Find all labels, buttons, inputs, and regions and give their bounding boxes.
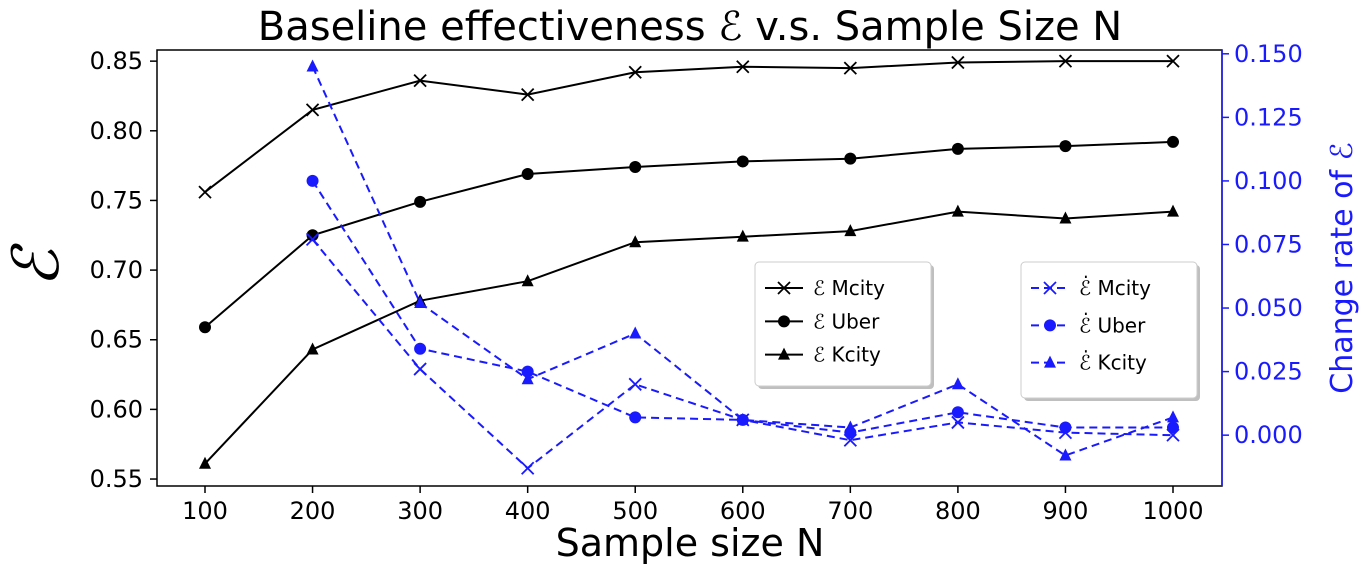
data-point-triangle-marker	[629, 235, 642, 248]
data-point-triangle-marker	[844, 224, 857, 237]
data-point-triangle-marker	[521, 372, 534, 385]
y-axis-title-right: Change rate of ℰ	[1325, 142, 1360, 393]
y-right-tick-label: 0.150	[1234, 40, 1303, 68]
x-tick-label: 400	[505, 497, 551, 525]
data-point-circle-marker	[521, 167, 534, 180]
y-right-tick-label: 0.125	[1234, 103, 1303, 131]
data-point-x-marker	[1058, 54, 1073, 68]
data-point-circle-marker	[1167, 421, 1179, 434]
legend-label: ℰ Kcity	[813, 343, 881, 367]
data-point-circle-marker	[951, 406, 964, 419]
legend-label: ℰ Mcity	[813, 276, 885, 300]
data-point-triangle-marker	[1167, 410, 1179, 423]
legend-left-axis: ℰ Mcity ℰ Uber ℰ Kcity	[754, 261, 934, 389]
data-point-circle-marker	[306, 174, 319, 187]
series-line	[311, 66, 1174, 457]
x-tick-label: 200	[290, 497, 336, 525]
data-point-circle-marker	[629, 411, 642, 424]
data-point-triangle-marker	[844, 420, 857, 433]
data-point-triangle-marker	[736, 229, 749, 242]
data-point-triangle-marker	[521, 274, 534, 287]
y-right-tick-label: 0.000	[1234, 421, 1303, 449]
data-point-x-marker	[628, 65, 642, 79]
data-point-circle-marker	[778, 315, 790, 328]
x-tick-label: 700	[827, 497, 873, 525]
data-point-circle-marker	[1167, 135, 1179, 148]
data-point-x-marker	[198, 185, 212, 199]
data-point-triangle-marker	[629, 326, 642, 339]
y-right-tick-label: 0.050	[1234, 294, 1303, 322]
data-point-circle-marker	[1059, 421, 1072, 434]
y-right-tick-label: 0.100	[1234, 167, 1303, 195]
data-point-triangle-marker	[951, 204, 964, 217]
x-tick-label: 800	[935, 497, 981, 525]
data-point-triangle-marker	[306, 342, 319, 355]
data-point-triangle-marker	[199, 456, 211, 469]
data-point-x-marker	[736, 60, 750, 74]
data-point-x-marker	[628, 377, 642, 391]
data-point-x-marker	[777, 281, 791, 295]
legend-right-axis: ℰ̇ Mcity ℰ̇ Uber ℰ̇ Kcity	[1020, 261, 1200, 401]
y-right-tick-label: 0.025	[1234, 358, 1303, 386]
legend-label: ℰ̇ Uber	[1079, 313, 1146, 338]
data-point-circle-marker	[951, 142, 964, 155]
data-point-circle-marker	[736, 155, 749, 168]
data-point-triangle-marker	[1059, 211, 1072, 224]
data-point-circle-marker	[414, 195, 427, 208]
data-point-triangle-marker	[1167, 204, 1179, 217]
data-point-triangle-marker	[951, 377, 964, 390]
data-point-triangle-marker	[778, 347, 790, 360]
y-left-tick-label: 0.80	[90, 117, 143, 145]
x-tick-label: 100	[182, 497, 228, 525]
data-point-x-marker	[305, 232, 320, 247]
data-point-circle-marker	[414, 342, 427, 355]
data-point-circle-marker	[1059, 140, 1072, 153]
y-left-tick-label: 0.85	[90, 47, 143, 75]
y-left-tick-label: 0.70	[90, 256, 143, 284]
data-point-triangle-marker	[1044, 355, 1056, 368]
series-line	[204, 60, 1173, 193]
data-point-x-marker	[1166, 54, 1180, 68]
y-axis-title-left: ℰ	[0, 242, 74, 287]
chart-title: Baseline effectiveness ℰ v.s. Sample Siz…	[258, 4, 1122, 50]
x-axis-title: Sample size N	[556, 521, 825, 565]
data-point-circle-marker	[1044, 319, 1056, 332]
y-left-tick-label: 0.65	[90, 326, 143, 354]
data-point-circle-marker	[306, 229, 319, 242]
data-point-x-marker	[305, 103, 320, 117]
x-tick-label: 600	[720, 497, 766, 525]
data-point-x-marker	[413, 74, 427, 88]
series-line	[204, 210, 1174, 465]
data-point-triangle-marker	[414, 295, 427, 308]
x-tick-label: 1000	[1142, 497, 1203, 525]
data-point-x-marker	[951, 55, 965, 70]
y-left-tick-label: 0.55	[90, 465, 143, 493]
x-tick-label: 900	[1043, 497, 1089, 525]
data-point-triangle-marker	[736, 412, 749, 425]
series-line	[204, 140, 1174, 328]
data-point-x-marker	[521, 461, 535, 475]
y-left-tick-label: 0.60	[90, 395, 143, 423]
y-left-tick-label: 0.75	[90, 186, 143, 214]
legend-label: ℰ̇ Mcity	[1079, 275, 1151, 300]
data-point-x-marker	[413, 362, 427, 376]
data-point-x-marker	[951, 415, 965, 430]
data-point-x-marker	[521, 87, 535, 102]
x-tick-label: 500	[612, 497, 658, 525]
data-point-circle-marker	[199, 321, 211, 334]
legend-label: ℰ̇ Kcity	[1079, 350, 1147, 375]
data-point-triangle-marker	[306, 59, 319, 72]
data-point-x-marker	[843, 61, 857, 75]
x-tick-label: 300	[397, 497, 443, 525]
data-point-circle-marker	[521, 365, 534, 378]
data-point-triangle-marker	[1059, 448, 1072, 461]
data-point-circle-marker	[844, 152, 857, 165]
data-point-x-marker	[1043, 281, 1057, 295]
data-point-circle-marker	[629, 161, 642, 174]
y-right-tick-label: 0.075	[1234, 230, 1303, 258]
legend-label: ℰ Uber	[813, 309, 880, 333]
